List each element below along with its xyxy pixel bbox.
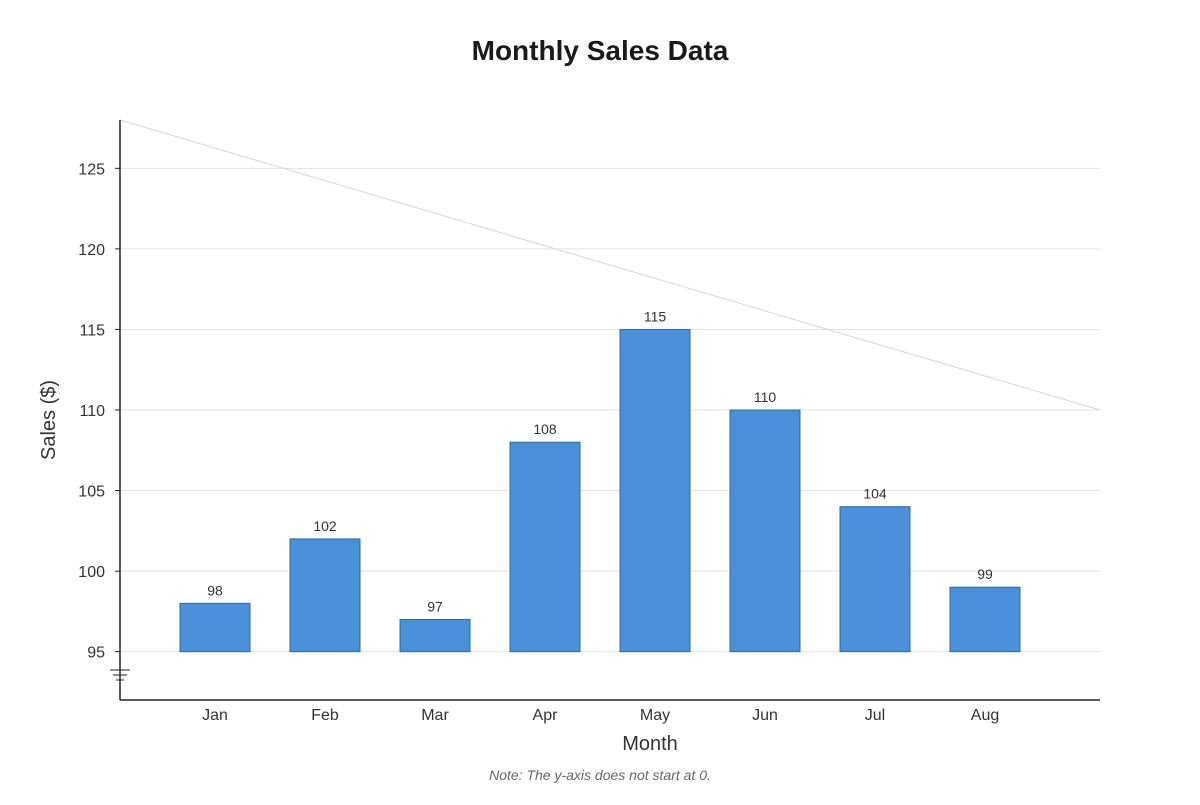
x-tick-label-jun: Jun [752,707,778,724]
y-tick-label: 95 [87,645,105,662]
chart-title: Monthly Sales Data [472,35,729,66]
x-tick-label-jan: Jan [202,707,228,724]
grid-layer [120,167,1100,653]
x-axis-label: Month [622,733,678,755]
y-tick-label: 125 [78,161,105,178]
data-label-jun: 110 [754,389,777,405]
bar-mar [399,618,471,653]
x-tick-label-jul: Jul [865,707,885,724]
bar-feb [289,538,361,653]
bar-apr [509,441,581,653]
x-tick-label-apr: Apr [533,707,559,724]
value-labels-layer: 98 102 97 108 115 110 104 99 [207,308,993,614]
bars-layer [179,328,1021,653]
y-axis-break-mark [110,669,130,681]
y-tick-label: 115 [79,322,105,339]
bar-jul [839,506,911,653]
y-tick-label: 105 [78,484,105,501]
x-tick-label-feb: Feb [311,707,339,724]
data-label-jul: 104 [863,486,887,502]
bar-aug [949,586,1021,653]
data-label-feb: 102 [313,518,337,534]
y-axis-label: Sales ($) [38,380,60,460]
trend-line [119,119,1101,411]
y-tick-label: 120 [78,242,105,259]
data-label-apr: 108 [533,421,557,437]
bar-jan [179,602,251,653]
chart-note: Note: The y-axis does not start at 0. [489,767,711,783]
data-label-aug: 99 [977,566,993,582]
x-ticks-layer: Jan Feb Mar Apr May Jun Jul Aug [202,707,999,724]
x-tick-label-aug: Aug [971,707,999,724]
x-tick-label-mar: Mar [421,707,449,724]
bar-jun [729,409,801,653]
y-tick-label: 100 [78,564,105,581]
y-tick-label: 110 [79,403,105,420]
bar-may [619,328,691,653]
data-label-mar: 97 [427,598,443,614]
data-label-jan: 98 [207,582,223,598]
x-tick-label-may: May [640,707,670,724]
data-label-may: 115 [644,308,667,324]
y-ticks-layer: 95 100 105 110 115 120 125 [78,161,120,662]
